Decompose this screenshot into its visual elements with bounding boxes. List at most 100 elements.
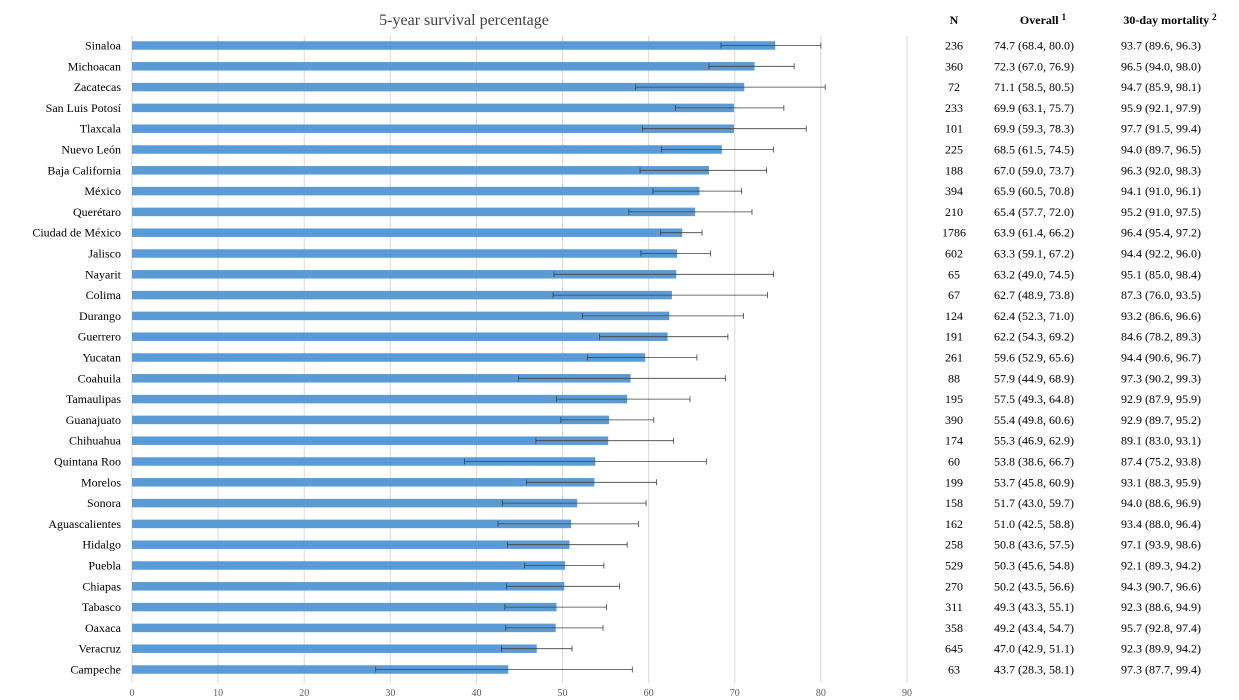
table-mortality-cell: 93.7 (89.6, 96.3) [1121, 39, 1201, 53]
state-label: Tamaulipas [66, 392, 121, 406]
table-overall-cell: 47.0 (42.9, 51.1) [994, 642, 1074, 656]
bar [132, 207, 696, 217]
state-labels: Sinaloa Michoacan Zacatecas San Luis Potosí… [32, 39, 121, 677]
table-n-cell: 101 [945, 122, 963, 136]
table-mortality-cell: 94.7 (85.9, 98.1) [1121, 80, 1201, 94]
state-label: Guanajuato [66, 413, 121, 427]
bar [132, 623, 556, 633]
table-mortality-cell: 97.3 (87.7, 99.4) [1121, 663, 1201, 677]
x-tick-label: 60 [644, 688, 654, 699]
table-mortality-cell: 94.0 (88.6, 96.9) [1121, 496, 1201, 510]
table-overall-cell: 65.9 (60.5, 70.8) [994, 184, 1074, 198]
x-tick-label: 80 [816, 688, 826, 699]
table-overall-cell: 43.7 (28.3, 58.1) [994, 663, 1074, 677]
state-label: Campeche [70, 663, 121, 677]
state-label: Veracruz [78, 642, 121, 656]
table-mortality-cell: 96.4 (95.4, 97.2) [1121, 226, 1201, 240]
table-n-cell: 124 [945, 309, 963, 323]
x-tick-label: 70 [730, 688, 740, 699]
table-n-cell: 72 [948, 80, 960, 94]
bar [132, 332, 668, 341]
table-overall-cell: 62.2 (54.3, 69.2) [994, 330, 1074, 344]
bar [132, 582, 565, 591]
table-mortality-cell: 93.1 (88.3, 95.9) [1121, 475, 1201, 489]
state-label: Chiapas [82, 579, 121, 593]
table-n-cell: 529 [945, 559, 963, 573]
table-overall-cell: 62.4 (52.3, 71.0) [994, 309, 1074, 323]
table-mortality-cell: 89.1 (83.0, 93.1) [1121, 434, 1201, 448]
bar [132, 228, 683, 237]
table-mortality-cell: 87.3 (76.0, 93.5) [1121, 288, 1201, 302]
table-overall-cell: 57.9 (44.9, 68.9) [994, 371, 1074, 385]
state-label: Coahuila [78, 371, 122, 385]
table-overall-cell: 50.8 (43.6, 57.5) [994, 538, 1074, 552]
table-overall-cell: 65.4 (57.7, 72.0) [994, 205, 1074, 219]
table-n-cell: 191 [945, 330, 963, 344]
table-n-cell: 60 [948, 455, 960, 469]
table-overall-cell: 49.2 (43.4, 54.7) [994, 621, 1074, 635]
state-label: Ciudad de México [32, 226, 121, 240]
table-mortality-cell: 84.6 (78.2, 89.3) [1121, 330, 1201, 344]
table-overall-cell: 51.0 (42.5, 58.8) [994, 517, 1074, 531]
table-mortality-cell: 95.7 (92.8, 97.4) [1121, 621, 1201, 635]
table-overall-cell: 63.2 (49.0, 74.5) [994, 267, 1074, 281]
table-n-cell: 199 [945, 475, 963, 489]
table-mortality-cell: 94.0 (89.7, 96.5) [1121, 143, 1201, 157]
x-tick-label: 30 [385, 688, 395, 699]
table-mortality-cell: 95.2 (91.0, 97.5) [1121, 205, 1201, 219]
table-n-cell: 188 [945, 163, 963, 177]
state-label: México [84, 184, 121, 198]
bars [132, 41, 826, 674]
bar [132, 353, 646, 362]
table-mortality-cell: 94.1 (91.0, 96.1) [1121, 184, 1201, 198]
table-n-cell: 162 [945, 517, 963, 531]
header-overall: Overall 1 [1020, 12, 1067, 27]
state-label: Hidalgo [82, 538, 121, 552]
table-mortality-cell: 97.7 (91.5, 99.4) [1121, 122, 1201, 136]
table-n-cell: 390 [945, 413, 963, 427]
table-n-cell: 236 [945, 39, 963, 53]
state-label: Sonora [87, 496, 122, 510]
table-mortality-cell: 92.1 (89.3, 94.2) [1121, 559, 1201, 573]
table-mortality-cell: 97.1 (93.9, 98.6) [1121, 538, 1201, 552]
state-label: Nayarit [85, 267, 122, 281]
table-overall-cell: 53.7 (45.8, 60.9) [994, 475, 1074, 489]
table-n-cell: 311 [945, 600, 963, 614]
state-label: Tabasco [82, 600, 121, 614]
table-n-cell: 358 [945, 621, 963, 635]
table-n-cell: 174 [945, 434, 963, 448]
state-label: Baja California [47, 163, 121, 177]
bar [132, 602, 557, 612]
table-mortality-cell: 94.3 (90.7, 96.6) [1121, 579, 1201, 593]
table-overall-cell: 63.9 (61.4, 66.2) [994, 226, 1074, 240]
table-rows: 236 74.7 (68.4, 80.0) 93.7 (89.6, 96.3) 360… [942, 39, 1201, 677]
bar [132, 103, 734, 113]
table-overall-cell: 72.3 (67.0, 76.9) [994, 59, 1074, 73]
table-mortality-cell: 93.4 (88.0, 96.4) [1121, 517, 1201, 531]
bar [132, 62, 755, 71]
state-label: Michoacan [68, 59, 121, 73]
bar [132, 290, 672, 300]
table-mortality-cell: 96.3 (92.0, 98.3) [1121, 163, 1201, 177]
table-mortality-cell: 94.4 (92.2, 96.0) [1121, 247, 1201, 261]
table-overall-cell: 69.9 (63.1, 75.7) [994, 101, 1074, 115]
table-mortality-cell: 92.9 (87.9, 95.9) [1121, 392, 1201, 406]
table-overall-cell: 68.5 (61.5, 74.5) [994, 143, 1074, 157]
table-overall-cell: 50.2 (43.5, 56.6) [994, 579, 1074, 593]
state-label: Sinaloa [85, 39, 122, 53]
table-mortality-cell: 92.3 (88.6, 94.9) [1121, 600, 1201, 614]
table-n-cell: 261 [945, 351, 963, 365]
bar [132, 665, 509, 674]
table-overall-cell: 51.7 (43.0, 59.7) [994, 496, 1074, 510]
state-label: Yucatan [82, 351, 121, 365]
table-overall-cell: 53.8 (38.6, 66.7) [994, 455, 1074, 469]
x-tick-label: 10 [213, 688, 223, 699]
table-n-cell: 65 [948, 267, 960, 281]
x-tick-label: 20 [299, 688, 309, 699]
bar [132, 311, 670, 321]
state-label: San Luis Potosí [46, 101, 122, 115]
table-n-cell: 88 [948, 371, 960, 385]
table-mortality-cell: 97.3 (90.2, 99.3) [1121, 371, 1201, 385]
header-n: N [950, 13, 959, 27]
